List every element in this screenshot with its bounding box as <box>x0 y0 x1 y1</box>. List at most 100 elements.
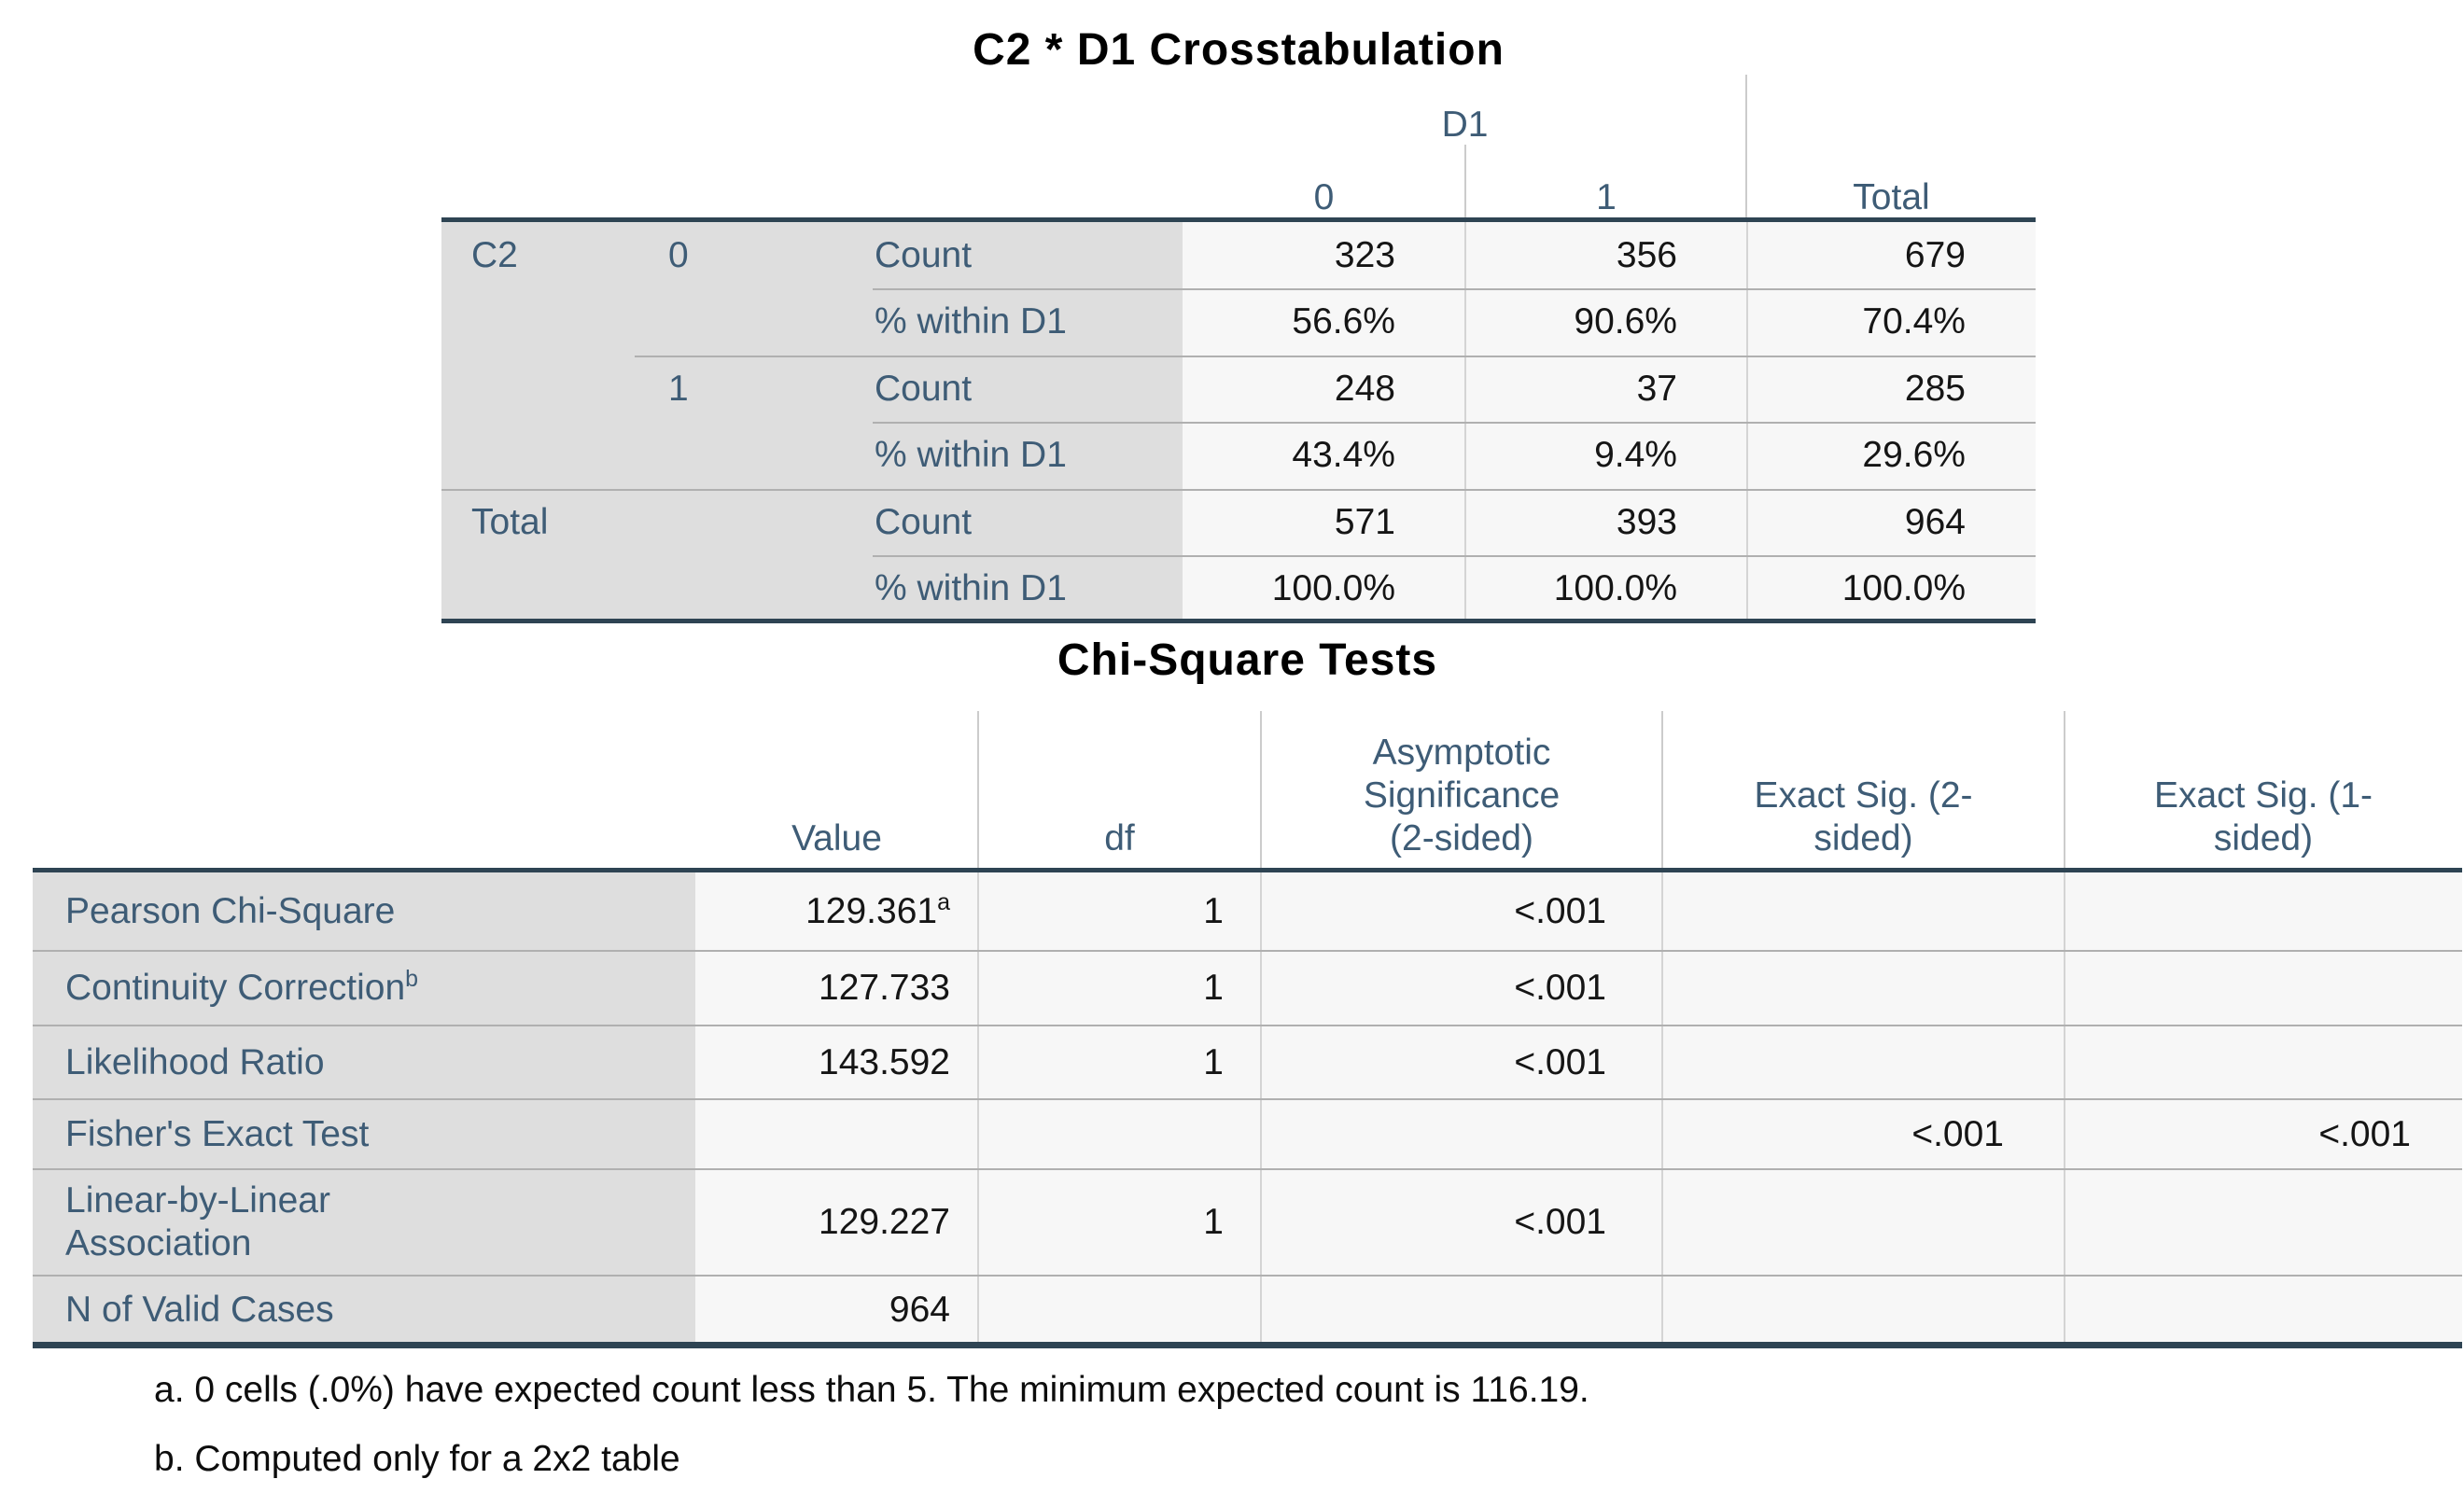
row-label: Linear-by-Linear Association <box>33 1169 695 1276</box>
data-cell <box>1662 872 2065 951</box>
row-label-text: Pearson Chi-Square <box>65 891 396 931</box>
divider <box>33 950 2462 952</box>
data-cell: 100.0% <box>1465 555 1747 622</box>
data-cell <box>2065 1169 2462 1276</box>
data-cell: <.001 <box>2065 1099 2462 1169</box>
data-cell <box>1662 1169 2065 1276</box>
row-label <box>635 288 873 356</box>
divider <box>2064 711 2065 868</box>
data-cell: 393 <box>1465 489 1747 556</box>
data-cell: 129.227 <box>695 1169 978 1276</box>
data-cell: 56.6% <box>1183 288 1465 356</box>
chisq-table: Pearson Chi-Square 129.361 a 1 <.001 Cont… <box>33 872 2462 1344</box>
data-cell: 1 <box>978 1026 1261 1099</box>
footnote-b: b. Computed only for a 2x2 table <box>154 1439 680 1479</box>
row-label: Count <box>873 489 1183 556</box>
row-label: % within D1 <box>873 288 1183 356</box>
row-label: Count <box>873 222 1183 289</box>
header-line: Exact Sig. (1- <box>2153 775 2373 816</box>
data-cell: 127.733 <box>695 951 978 1026</box>
chisq-col-header-exact2: Exact Sig. (2- sided) <box>1662 774 2065 860</box>
data-cell: 1 <box>978 872 1261 951</box>
data-cell <box>1662 1026 2065 1099</box>
divider <box>33 1275 2462 1277</box>
divider <box>1745 75 1747 222</box>
divider <box>873 555 2036 557</box>
header-line: Exact Sig. (2- <box>1754 775 1973 816</box>
data-cell: <.001 <box>1662 1099 2065 1169</box>
divider <box>873 422 2036 424</box>
header-line: (2-sided) <box>1390 818 1533 858</box>
crosstab-col-header-0: 0 <box>1313 177 1335 217</box>
data-cell: 1 <box>978 951 1261 1026</box>
row-label <box>441 356 635 423</box>
data-cell: 964 <box>695 1276 978 1344</box>
row-label: % within D1 <box>873 422 1183 489</box>
divider <box>33 1025 2462 1026</box>
crosstab-col-header-1: 1 <box>1596 177 1617 217</box>
data-cell: 90.6% <box>1465 288 1747 356</box>
divider <box>1260 872 1262 1342</box>
data-cell: 323 <box>1183 222 1465 289</box>
data-cell: 100.0% <box>1183 555 1465 622</box>
row-label-line: Association <box>65 1223 252 1263</box>
crosstab-title: C2 * D1 Crosstabulation <box>973 25 1505 75</box>
footnote-a: a. 0 cells (.0%) have expected count les… <box>154 1370 1589 1410</box>
header-line: sided) <box>1813 818 1913 858</box>
divider <box>1661 711 1663 868</box>
data-cell <box>1662 951 2065 1026</box>
data-cell <box>1261 1276 1662 1344</box>
chisq-col-header-df: df <box>1104 818 1135 858</box>
header-line: Significance <box>1363 775 1561 816</box>
data-cell: 1 <box>978 1169 1261 1276</box>
divider <box>1260 711 1262 868</box>
crosstab-col-header-total: Total <box>1853 177 1930 217</box>
data-cell <box>695 1099 978 1169</box>
row-label-line: Linear-by-Linear <box>65 1180 330 1221</box>
data-cell: 143.592 <box>695 1026 978 1099</box>
row-label <box>635 555 873 622</box>
row-label <box>635 422 873 489</box>
divider <box>873 288 2036 290</box>
divider <box>33 1342 2462 1348</box>
crosstab-table: C2 0 Count 323 356 679 % within D1 56.6%… <box>441 222 2036 622</box>
row-label: Continuity Correction b <box>33 951 695 1026</box>
data-cell <box>1261 1099 1662 1169</box>
divider <box>441 619 2036 623</box>
data-cell: 70.4% <box>1747 288 2036 356</box>
data-cell <box>2065 1026 2462 1099</box>
data-cell: <.001 <box>1261 1026 1662 1099</box>
row-label-text: Continuity Correction <box>65 968 406 1008</box>
chisq-col-header-value: Value <box>791 818 882 858</box>
data-cell: 356 <box>1465 222 1747 289</box>
chisq-title: Chi-Square Tests <box>1057 635 1438 685</box>
data-cell: <.001 <box>1261 872 1662 951</box>
row-label: Fisher's Exact Test <box>33 1099 695 1169</box>
divider <box>1464 145 1466 222</box>
divider <box>441 217 2036 222</box>
data-cell: 129.361 a <box>695 872 978 951</box>
chisq-col-header-exact1: Exact Sig. (1- sided) <box>2065 774 2462 860</box>
divider <box>33 1168 2462 1170</box>
divider <box>441 489 2036 491</box>
row-label: Count <box>873 356 1183 423</box>
divider <box>977 711 979 868</box>
data-cell <box>2065 872 2462 951</box>
crosstab-colgroup-label: D1 <box>1441 105 1489 145</box>
data-cell: 43.4% <box>1183 422 1465 489</box>
divider <box>33 868 2462 872</box>
data-cell: 679 <box>1747 222 2036 289</box>
row-label <box>635 489 873 556</box>
header-line: Asymptotic <box>1372 733 1551 773</box>
row-label: N of Valid Cases <box>33 1276 695 1344</box>
row-label: % within D1 <box>873 555 1183 622</box>
row-label: C2 <box>441 222 635 289</box>
row-label <box>441 288 635 356</box>
row-label: 1 <box>635 356 873 423</box>
data-cell <box>978 1099 1261 1169</box>
row-label: Likelihood Ratio <box>33 1026 695 1099</box>
data-cell: 100.0% <box>1747 555 2036 622</box>
row-label: Pearson Chi-Square <box>33 872 695 951</box>
data-cell: 248 <box>1183 356 1465 423</box>
data-cell <box>978 1276 1261 1344</box>
